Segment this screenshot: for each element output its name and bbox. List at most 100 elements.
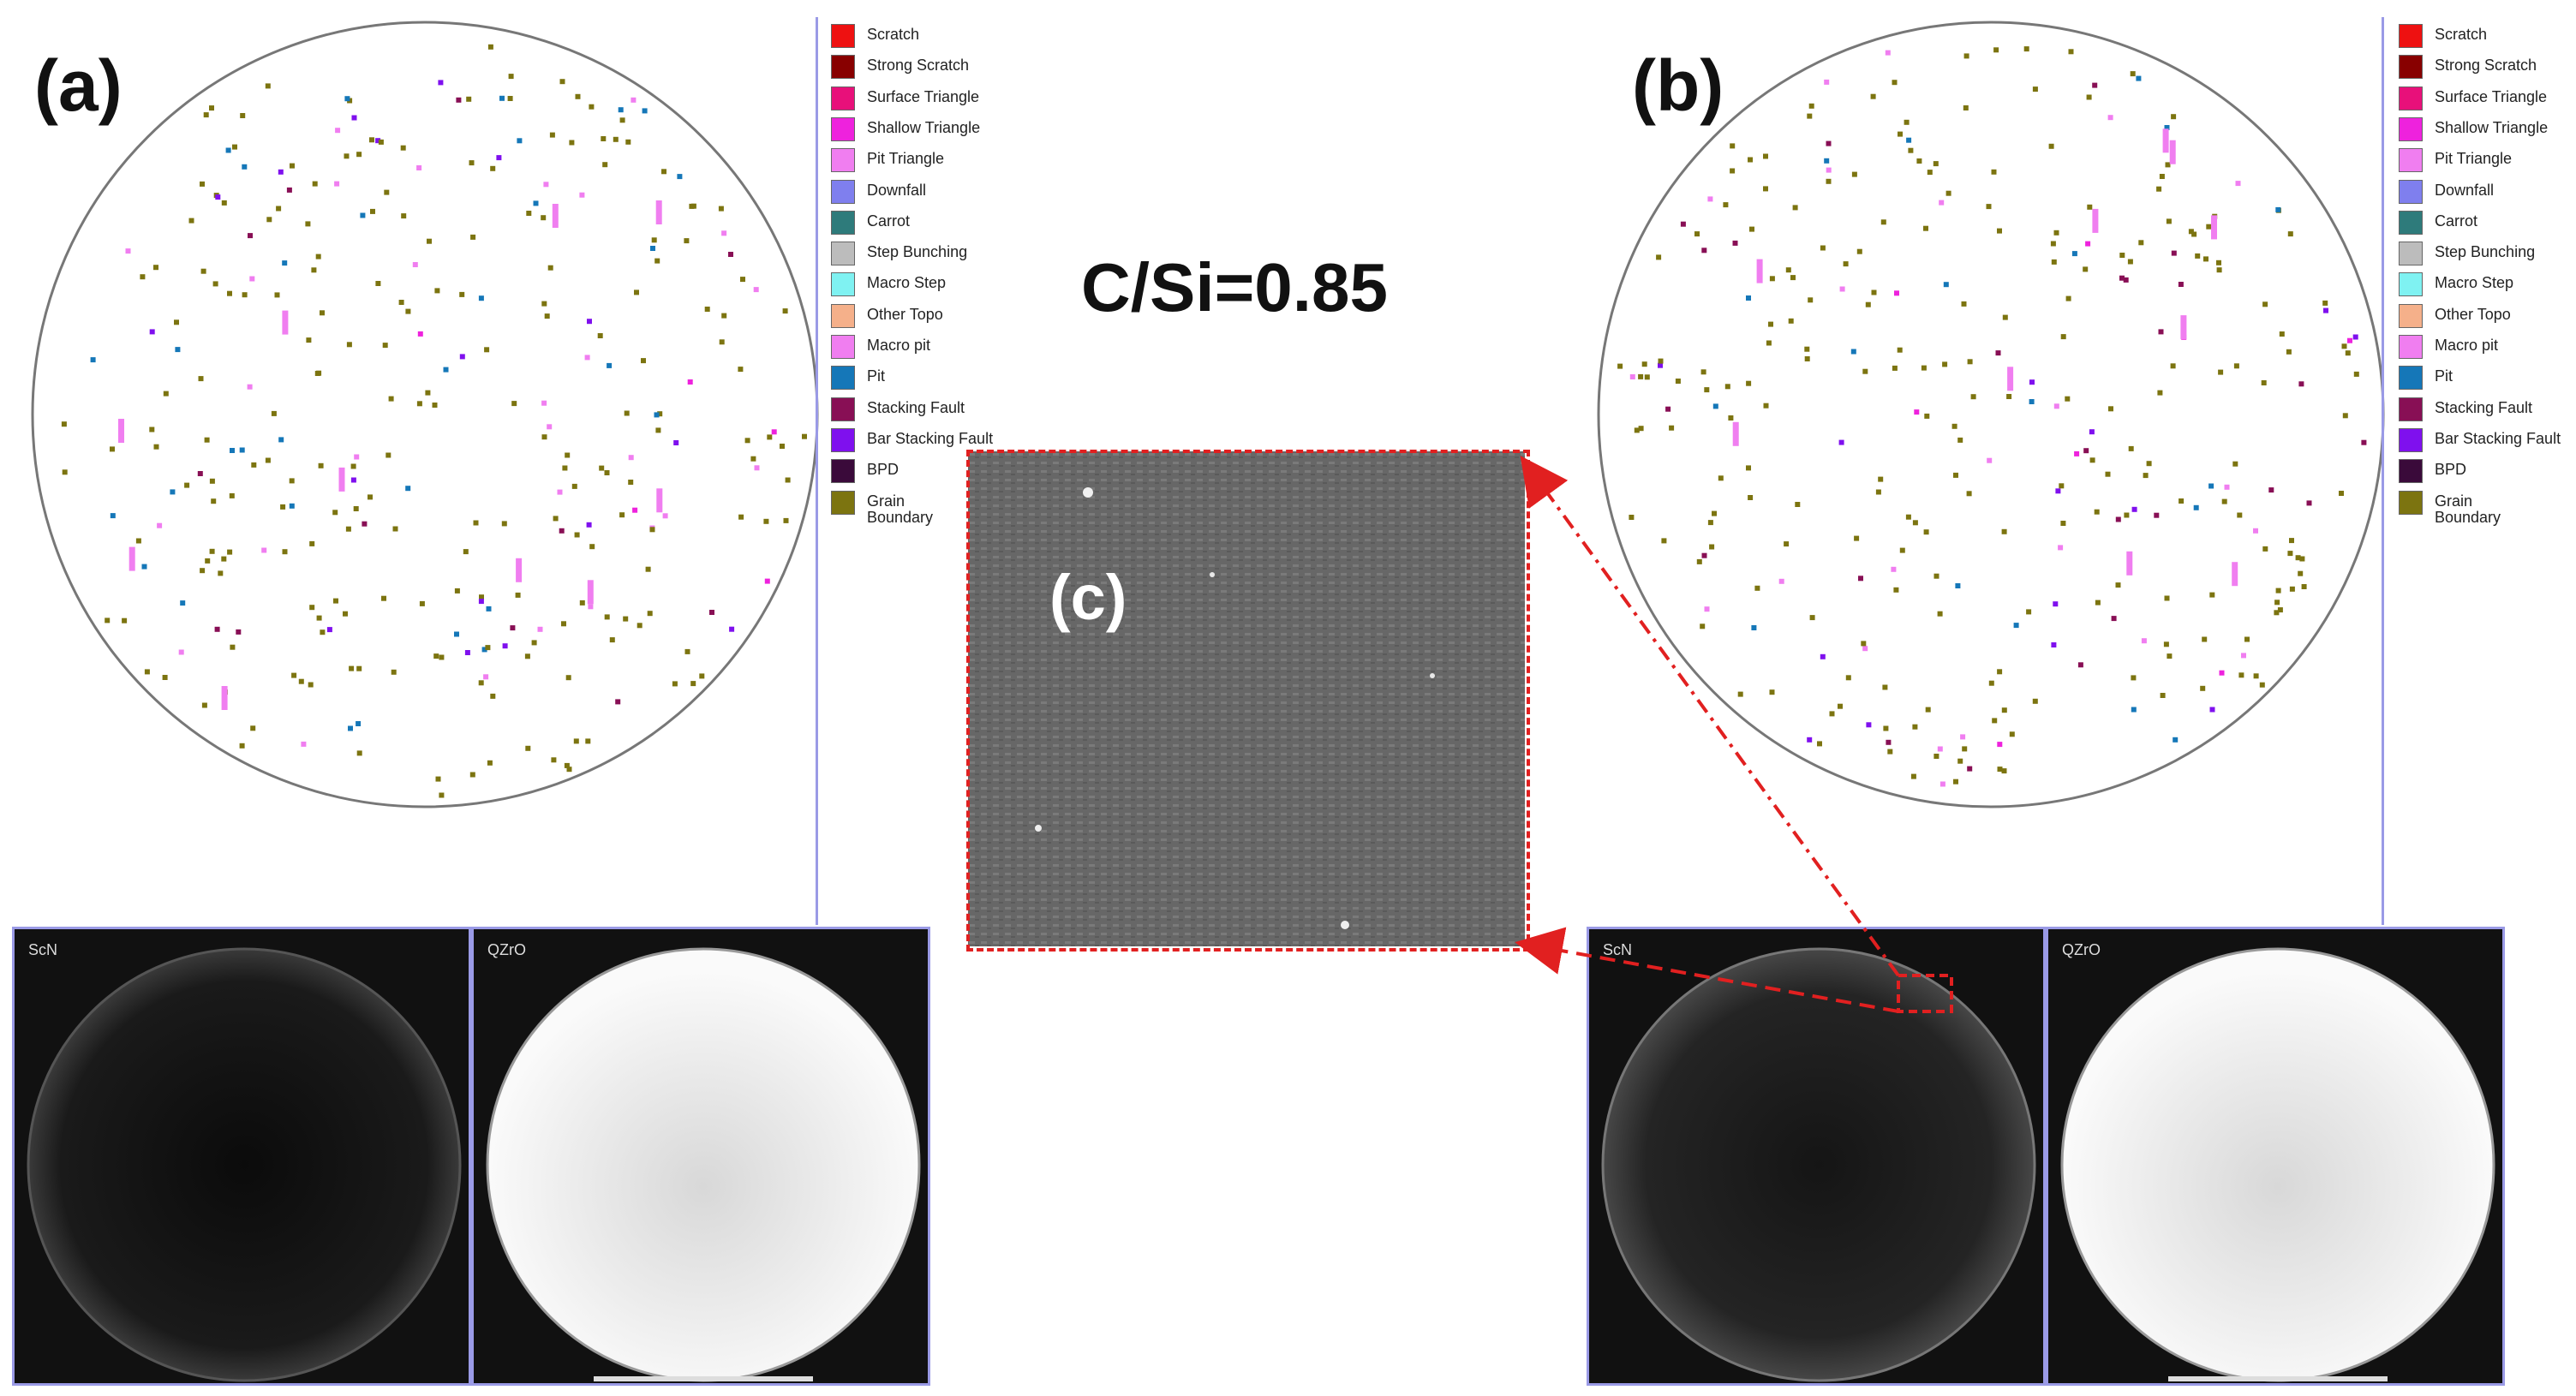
- defect-marker: [1638, 373, 1644, 379]
- defect-marker: [721, 230, 727, 236]
- defect-marker: [2087, 204, 2093, 210]
- scan-qzro-left: QZrO: [471, 927, 930, 1386]
- defect-marker: [1838, 703, 1843, 709]
- defect-marker: [2083, 448, 2089, 454]
- defect-marker: [1804, 346, 1810, 352]
- defect-marker: [2209, 707, 2215, 713]
- defect-marker: [2171, 114, 2177, 120]
- defect-marker: [2173, 737, 2179, 743]
- defect-marker: [2083, 266, 2089, 272]
- defect-marker: [175, 347, 181, 353]
- defect-marker: [2193, 504, 2199, 510]
- legend-label: Stacking Fault: [867, 398, 965, 416]
- defect-marker: [2216, 260, 2221, 265]
- defect-marker: [2107, 115, 2113, 121]
- defect-marker: [345, 526, 351, 532]
- defect-marker: [1854, 535, 1860, 541]
- legend-label: BPD: [867, 461, 900, 479]
- legend-label: Grain Boundary: [2435, 492, 2501, 527]
- defect-marker: [312, 181, 318, 187]
- defect-marker: [1700, 369, 1706, 375]
- defect-marker: [1967, 766, 1973, 772]
- defect-marker: [631, 97, 637, 103]
- defect-marker: [1937, 611, 1943, 617]
- defect-marker: [276, 206, 282, 212]
- legend-swatch: [831, 335, 855, 359]
- defect-marker: [1763, 186, 1768, 192]
- defect-marker: [227, 549, 233, 555]
- defect-marker: [2232, 562, 2238, 587]
- defect-marker: [305, 221, 311, 227]
- defect-marker: [601, 136, 607, 141]
- defect-marker: [200, 181, 205, 187]
- scan-label: QZrO: [487, 941, 526, 958]
- defect-marker: [1960, 734, 1966, 740]
- defect-marker: [1962, 746, 1968, 752]
- defect-marker: [1858, 576, 1863, 582]
- defect-marker: [490, 165, 496, 171]
- defect-marker: [265, 457, 271, 463]
- defect-marker: [222, 689, 228, 695]
- defect-marker: [1656, 254, 1662, 260]
- defect-marker: [579, 192, 585, 198]
- defect-marker: [655, 200, 662, 224]
- defect-marker: [1730, 143, 1736, 149]
- defect-marker: [704, 307, 710, 312]
- defect-marker: [282, 260, 288, 266]
- defect-marker: [2298, 570, 2304, 576]
- defect-marker: [2203, 256, 2208, 262]
- defect-marker: [1865, 301, 1871, 307]
- defect-marker: [2306, 500, 2312, 506]
- defect-marker: [375, 281, 381, 286]
- defect-marker: [463, 549, 469, 555]
- defect-marker: [215, 194, 221, 200]
- defect-marker: [1824, 79, 1830, 85]
- defect-marker: [282, 549, 288, 555]
- defect-marker: [470, 234, 476, 240]
- legend-label: Stacking Fault: [2435, 398, 2533, 416]
- legend-swatch: [831, 24, 855, 48]
- defect-marker: [280, 504, 286, 510]
- defect-marker: [484, 347, 490, 353]
- defect-marker: [370, 208, 375, 214]
- defect-marker: [565, 452, 571, 458]
- legend-swatch: [2399, 86, 2423, 110]
- panel-label-a: (a): [34, 45, 123, 126]
- legend-label: Surface Triangle: [867, 87, 980, 105]
- defect-marker: [144, 669, 150, 675]
- defect-marker: [1675, 379, 1681, 384]
- defect-marker: [515, 592, 521, 598]
- defect-marker: [1732, 421, 1739, 446]
- defect-marker: [1892, 80, 1898, 86]
- defect-marker: [2131, 506, 2137, 512]
- defect-marker: [236, 629, 242, 635]
- defect-marker: [282, 310, 289, 335]
- defect-marker: [298, 678, 304, 684]
- defect-marker: [1893, 587, 1899, 593]
- legend-swatch: [831, 272, 855, 297]
- defect-marker: [320, 629, 326, 635]
- defect-marker: [125, 248, 131, 254]
- inset-c-border: [966, 450, 1530, 952]
- defect-marker: [2206, 224, 2212, 230]
- defect-marker: [2029, 379, 2035, 385]
- defect-marker: [1704, 387, 1710, 393]
- defect-marker: [386, 452, 391, 458]
- defect-marker: [649, 525, 655, 531]
- defect-marker: [1923, 529, 1929, 535]
- defect-marker: [2124, 512, 2130, 518]
- defect-marker: [1804, 356, 1810, 361]
- defect-marker: [346, 342, 352, 348]
- defect-marker: [690, 681, 696, 687]
- defect-marker: [2159, 174, 2165, 179]
- defect-marker: [214, 626, 220, 632]
- defect-marker: [378, 139, 384, 145]
- defect-marker: [129, 546, 135, 571]
- defect-marker: [290, 163, 295, 169]
- defect-marker: [2060, 334, 2066, 340]
- defect-marker: [2261, 380, 2267, 385]
- defect-marker: [2341, 343, 2347, 349]
- defect-marker: [609, 637, 615, 643]
- defect-marker: [1707, 520, 1713, 526]
- defect-marker: [2108, 406, 2113, 412]
